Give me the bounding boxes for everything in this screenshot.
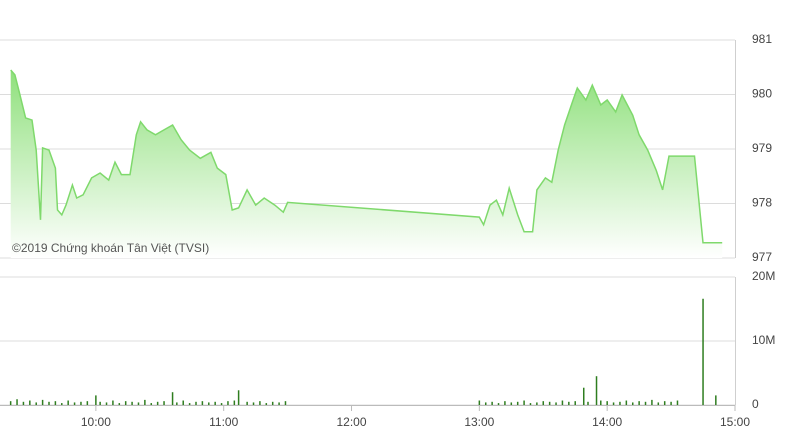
- volume-bar: [80, 401, 82, 405]
- volume-bar: [137, 402, 140, 405]
- volume-bar: [619, 401, 621, 405]
- volume-bar: [188, 403, 191, 405]
- x-tick-label: 15:00: [720, 415, 750, 429]
- volume-bar: [208, 402, 210, 405]
- volume-bar: [491, 401, 493, 405]
- volume-bar: [631, 402, 634, 405]
- volume-bar: [22, 401, 25, 405]
- volume-bar: [35, 402, 37, 405]
- volume-bar: [523, 400, 525, 405]
- volume-bar: [510, 402, 513, 405]
- volume-bar: [246, 401, 248, 405]
- volume-bar: [73, 402, 76, 405]
- volume-bar: [124, 401, 127, 405]
- volume-bar: [542, 401, 545, 405]
- volume-bar: [676, 400, 679, 405]
- volume-bar: [144, 399, 146, 405]
- volume-bar: [651, 399, 653, 405]
- x-tick-label: 13:00: [464, 415, 494, 429]
- volume-bar: [41, 399, 44, 405]
- volume-bar: [568, 401, 570, 405]
- y-tick-label: 980: [752, 87, 772, 101]
- volume-bar: [227, 401, 229, 405]
- volume-bar: [536, 402, 538, 405]
- volume-bar: [131, 401, 133, 405]
- y-tick-label: 978: [752, 196, 772, 210]
- volume-bar: [582, 387, 585, 405]
- volume-bar: [118, 403, 121, 405]
- volume-bar: [271, 401, 274, 405]
- y-tick-label: 977: [752, 250, 772, 264]
- volume-bar: [657, 402, 660, 405]
- x-tick-label: 11:00: [209, 415, 238, 429]
- volume-bar: [171, 392, 174, 405]
- volume-bar: [587, 401, 589, 405]
- volume-bar: [9, 401, 12, 405]
- volume-bar: [214, 401, 216, 405]
- volume-bar: [86, 401, 89, 405]
- volume-bar: [670, 401, 672, 405]
- volume-bar: [182, 400, 184, 405]
- volume-bar: [516, 401, 519, 405]
- price-area: [10, 70, 723, 258]
- volume-bar: [99, 401, 101, 405]
- volume-bar: [163, 401, 165, 405]
- volume-bar: [233, 400, 236, 405]
- volume-bar: [644, 401, 647, 405]
- volume-bar: [600, 400, 602, 405]
- volume-bar: [150, 403, 153, 405]
- x-tick-label: 12:00: [337, 415, 367, 429]
- y-tick-label: 10M: [752, 333, 775, 347]
- volume-bar: [284, 401, 287, 405]
- volume-bar: [54, 401, 57, 405]
- y-tick-label: 0: [752, 397, 759, 411]
- volume-bar: [176, 402, 178, 405]
- volume-bar: [220, 403, 223, 405]
- y-tick-label: 981: [752, 32, 772, 46]
- watermark: ©2019 Chứng khoán Tân Việt (TVSI): [12, 241, 209, 255]
- volume-bar: [478, 400, 481, 405]
- volume-bar: [715, 395, 717, 405]
- volume-bar: [195, 401, 197, 405]
- volume-bar: [561, 400, 564, 405]
- x-tick-label: 10:00: [81, 415, 111, 429]
- volume-bar: [237, 390, 240, 405]
- volume-bar: [702, 298, 704, 405]
- volume-bar: [48, 401, 50, 405]
- volume-bar: [67, 400, 69, 405]
- volume-bar: [112, 400, 114, 405]
- volume-bar: [259, 401, 261, 405]
- volume-bar: [278, 402, 280, 405]
- volume-bar: [252, 402, 255, 405]
- volume-bar: [156, 401, 159, 405]
- x-tick-label: 14:00: [592, 415, 622, 429]
- volume-bar: [663, 401, 666, 405]
- volume-bar: [612, 402, 615, 405]
- volume-bar: [105, 402, 108, 405]
- volume-bar: [265, 403, 268, 405]
- volume-bar: [497, 403, 500, 405]
- price-line: [10, 69, 723, 244]
- volume-bar: [595, 376, 598, 405]
- volume-bar: [484, 402, 487, 405]
- volume-bar: [16, 399, 18, 405]
- volume-bar: [625, 400, 628, 405]
- volume-bar: [529, 403, 532, 405]
- volume-bar: [638, 401, 640, 405]
- volume-bar: [201, 401, 204, 405]
- volume-bar: [29, 400, 31, 405]
- y-tick-label: 20M: [752, 269, 775, 283]
- volume-bar: [548, 401, 551, 405]
- volume-bar: [555, 402, 557, 405]
- y-tick-label: 979: [752, 141, 772, 155]
- volume-bar: [606, 401, 608, 405]
- volume-bar: [574, 401, 576, 405]
- volume-bar: [504, 401, 506, 405]
- volume-bar: [61, 403, 63, 405]
- volume-bar: [95, 395, 97, 405]
